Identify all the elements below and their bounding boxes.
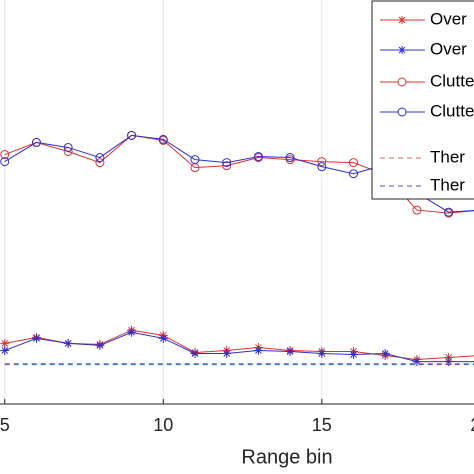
- circle-marker: [127, 130, 137, 140]
- x-axis-label: Range bin: [241, 446, 332, 468]
- circle-marker: [317, 162, 327, 172]
- legend-label: Clutte: [430, 101, 474, 120]
- circle-marker: [95, 153, 105, 163]
- star-marker: [444, 357, 454, 367]
- star-marker: [412, 357, 422, 367]
- circle-marker: [0, 150, 10, 160]
- star-marker: [317, 349, 327, 358]
- star-marker: [222, 349, 232, 358]
- x-tick-label: 20: [470, 415, 474, 435]
- star-marker: [349, 350, 359, 360]
- line: [4, 329, 474, 361]
- circle-marker: [95, 158, 105, 168]
- circle-marker: [253, 152, 263, 162]
- legend-label: Ther: [430, 175, 465, 194]
- x-tick-label: 10: [153, 415, 173, 435]
- legend-marker: [397, 107, 407, 117]
- star-marker: [380, 349, 390, 358]
- legend-label: Clutte: [430, 71, 474, 90]
- legend-marker: [397, 77, 407, 87]
- star-marker: [95, 340, 105, 350]
- star-marker: [158, 333, 168, 343]
- circle-marker: [190, 155, 200, 165]
- legend-label: Over: [430, 39, 467, 58]
- circle-marker: [412, 205, 422, 215]
- star-marker: [31, 333, 41, 343]
- circle-marker: [285, 153, 295, 163]
- x-tick-label: 5: [0, 415, 10, 435]
- legend: Over Over Clutte Clutte Ther Ther: [371, 0, 474, 200]
- star-marker: [0, 345, 10, 355]
- line: [4, 331, 474, 363]
- x-tick-label: 15: [312, 415, 332, 435]
- star-marker: [0, 338, 10, 348]
- star-marker: [127, 327, 137, 337]
- series: [0, 327, 474, 367]
- star-marker: [190, 349, 200, 358]
- circle-marker: [222, 158, 232, 168]
- legend-label: Ther: [430, 147, 465, 166]
- star-marker: [285, 346, 295, 356]
- circle-marker: [0, 157, 10, 167]
- circle-marker: [349, 158, 359, 168]
- circle-marker: [31, 137, 41, 147]
- circle-marker: [158, 134, 168, 144]
- circle-marker: [63, 142, 73, 152]
- legend-marker: [398, 16, 406, 24]
- circle-marker: [317, 157, 327, 167]
- circle-marker: [222, 161, 232, 171]
- legend-marker: [398, 46, 406, 54]
- circle-marker: [444, 207, 454, 217]
- star-marker: [63, 338, 73, 348]
- legend-label: Over: [430, 9, 467, 28]
- legend-box: [371, 0, 474, 200]
- star-marker: [253, 345, 263, 355]
- circle-marker: [349, 169, 359, 179]
